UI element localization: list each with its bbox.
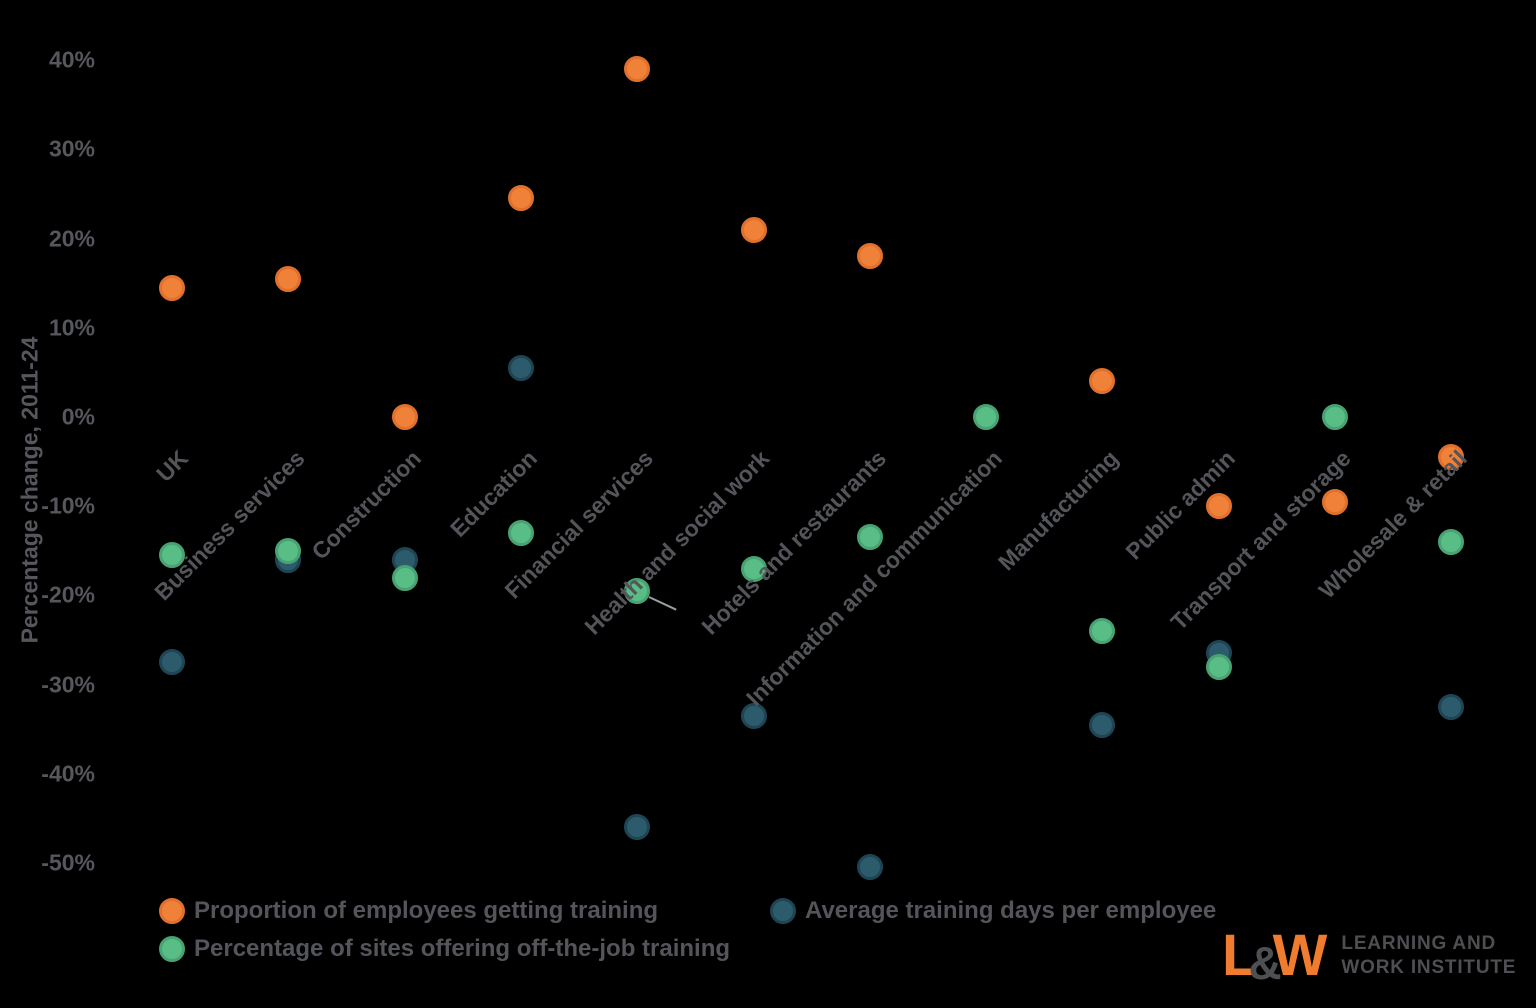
data-point-series1-uk — [159, 274, 185, 301]
data-point-series3-financial-services — [624, 577, 651, 604]
legend-item-employees-training: Proportion of employees getting training — [159, 897, 658, 925]
learning-and-work-institute-logo: L & W LEARNING AND WORK INSTITUTE — [1222, 920, 1516, 992]
logo-text: LEARNING AND WORK INSTITUTE — [1341, 932, 1516, 980]
data-point-series3-public-admin — [1205, 653, 1232, 680]
data-point-series1-manufacturing — [1089, 368, 1116, 395]
data-point-series3-education — [507, 519, 534, 546]
data-point-series3-business-services — [275, 537, 302, 564]
y-tick-label: -20% — [41, 581, 95, 608]
data-point-series2-education — [507, 354, 534, 381]
y-tick-label: -10% — [41, 492, 95, 519]
y-tick-label: 10% — [48, 314, 95, 341]
data-point-series2-wholesale-retail — [1438, 693, 1465, 720]
data-point-series1-construction — [391, 404, 418, 430]
data-point-series1-wholesale-retail — [1438, 444, 1465, 471]
logo-text-line1: LEARNING AND — [1341, 933, 1496, 954]
category-label-information-and-communication: Information and communication — [740, 444, 1007, 711]
legend-item-training-days: Average training days per employee — [770, 897, 1216, 925]
data-point-series1-public-admin — [1205, 493, 1232, 520]
data-point-series1-transport-and-storage — [1322, 488, 1348, 515]
data-point-series3-information-and-communication — [973, 404, 1000, 430]
legend-swatch-green — [159, 936, 185, 962]
data-point-series2-health-and-social-work — [740, 702, 767, 729]
legend-swatch-orange — [159, 898, 185, 924]
legend-swatch-teal — [770, 898, 796, 924]
logo-letter-w: W — [1272, 923, 1328, 988]
data-point-series2-hotels-and-restaurants — [856, 854, 883, 881]
callout-leader-line — [648, 596, 677, 611]
data-point-series3-wholesale-retail — [1438, 528, 1465, 555]
legend-item-offthejob-training: Percentage of sites offering off-the-job… — [159, 935, 730, 963]
logo-letter-l: L — [1222, 923, 1257, 988]
data-point-series2-financial-services — [624, 814, 651, 841]
data-point-series1-business-services — [275, 265, 302, 292]
data-point-series3-transport-and-storage — [1322, 404, 1348, 430]
y-tick-label: -40% — [41, 760, 95, 787]
y-tick-label: 30% — [48, 135, 95, 162]
data-point-series1-hotels-and-restaurants — [856, 243, 883, 270]
y-tick-label: -50% — [41, 849, 95, 876]
legend-label: Proportion of employees getting training — [194, 897, 659, 924]
data-point-series3-uk — [159, 542, 185, 569]
y-tick-label: 40% — [48, 46, 95, 73]
data-point-series3-health-and-social-work — [740, 555, 767, 582]
data-point-series1-health-and-social-work — [740, 216, 767, 243]
data-point-series1-education — [507, 185, 534, 212]
y-tick-label: 0% — [61, 403, 95, 430]
data-point-series2-manufacturing — [1089, 711, 1116, 738]
logo-ampersand: & — [1248, 937, 1281, 989]
y-axis-title: Percentage change, 2011-24 — [16, 336, 43, 644]
y-tick-label: -30% — [41, 671, 95, 698]
y-tick-label: 20% — [48, 225, 95, 252]
data-point-series3-hotels-and-restaurants — [856, 524, 883, 551]
data-point-series2-uk — [159, 649, 185, 676]
legend-label: Average training days per employee — [805, 897, 1217, 924]
logo-text-line2: WORK INSTITUTE — [1341, 957, 1517, 978]
data-point-series3-manufacturing — [1089, 618, 1116, 645]
category-label-manufacturing: Manufacturing — [992, 444, 1124, 576]
category-label-uk: UK — [150, 444, 193, 487]
data-point-series3-construction — [391, 564, 418, 591]
lw-logo-mark: L & W — [1222, 920, 1328, 992]
data-point-series1-financial-services — [624, 56, 651, 83]
legend-label: Percentage of sites offering off-the-job… — [194, 935, 731, 962]
